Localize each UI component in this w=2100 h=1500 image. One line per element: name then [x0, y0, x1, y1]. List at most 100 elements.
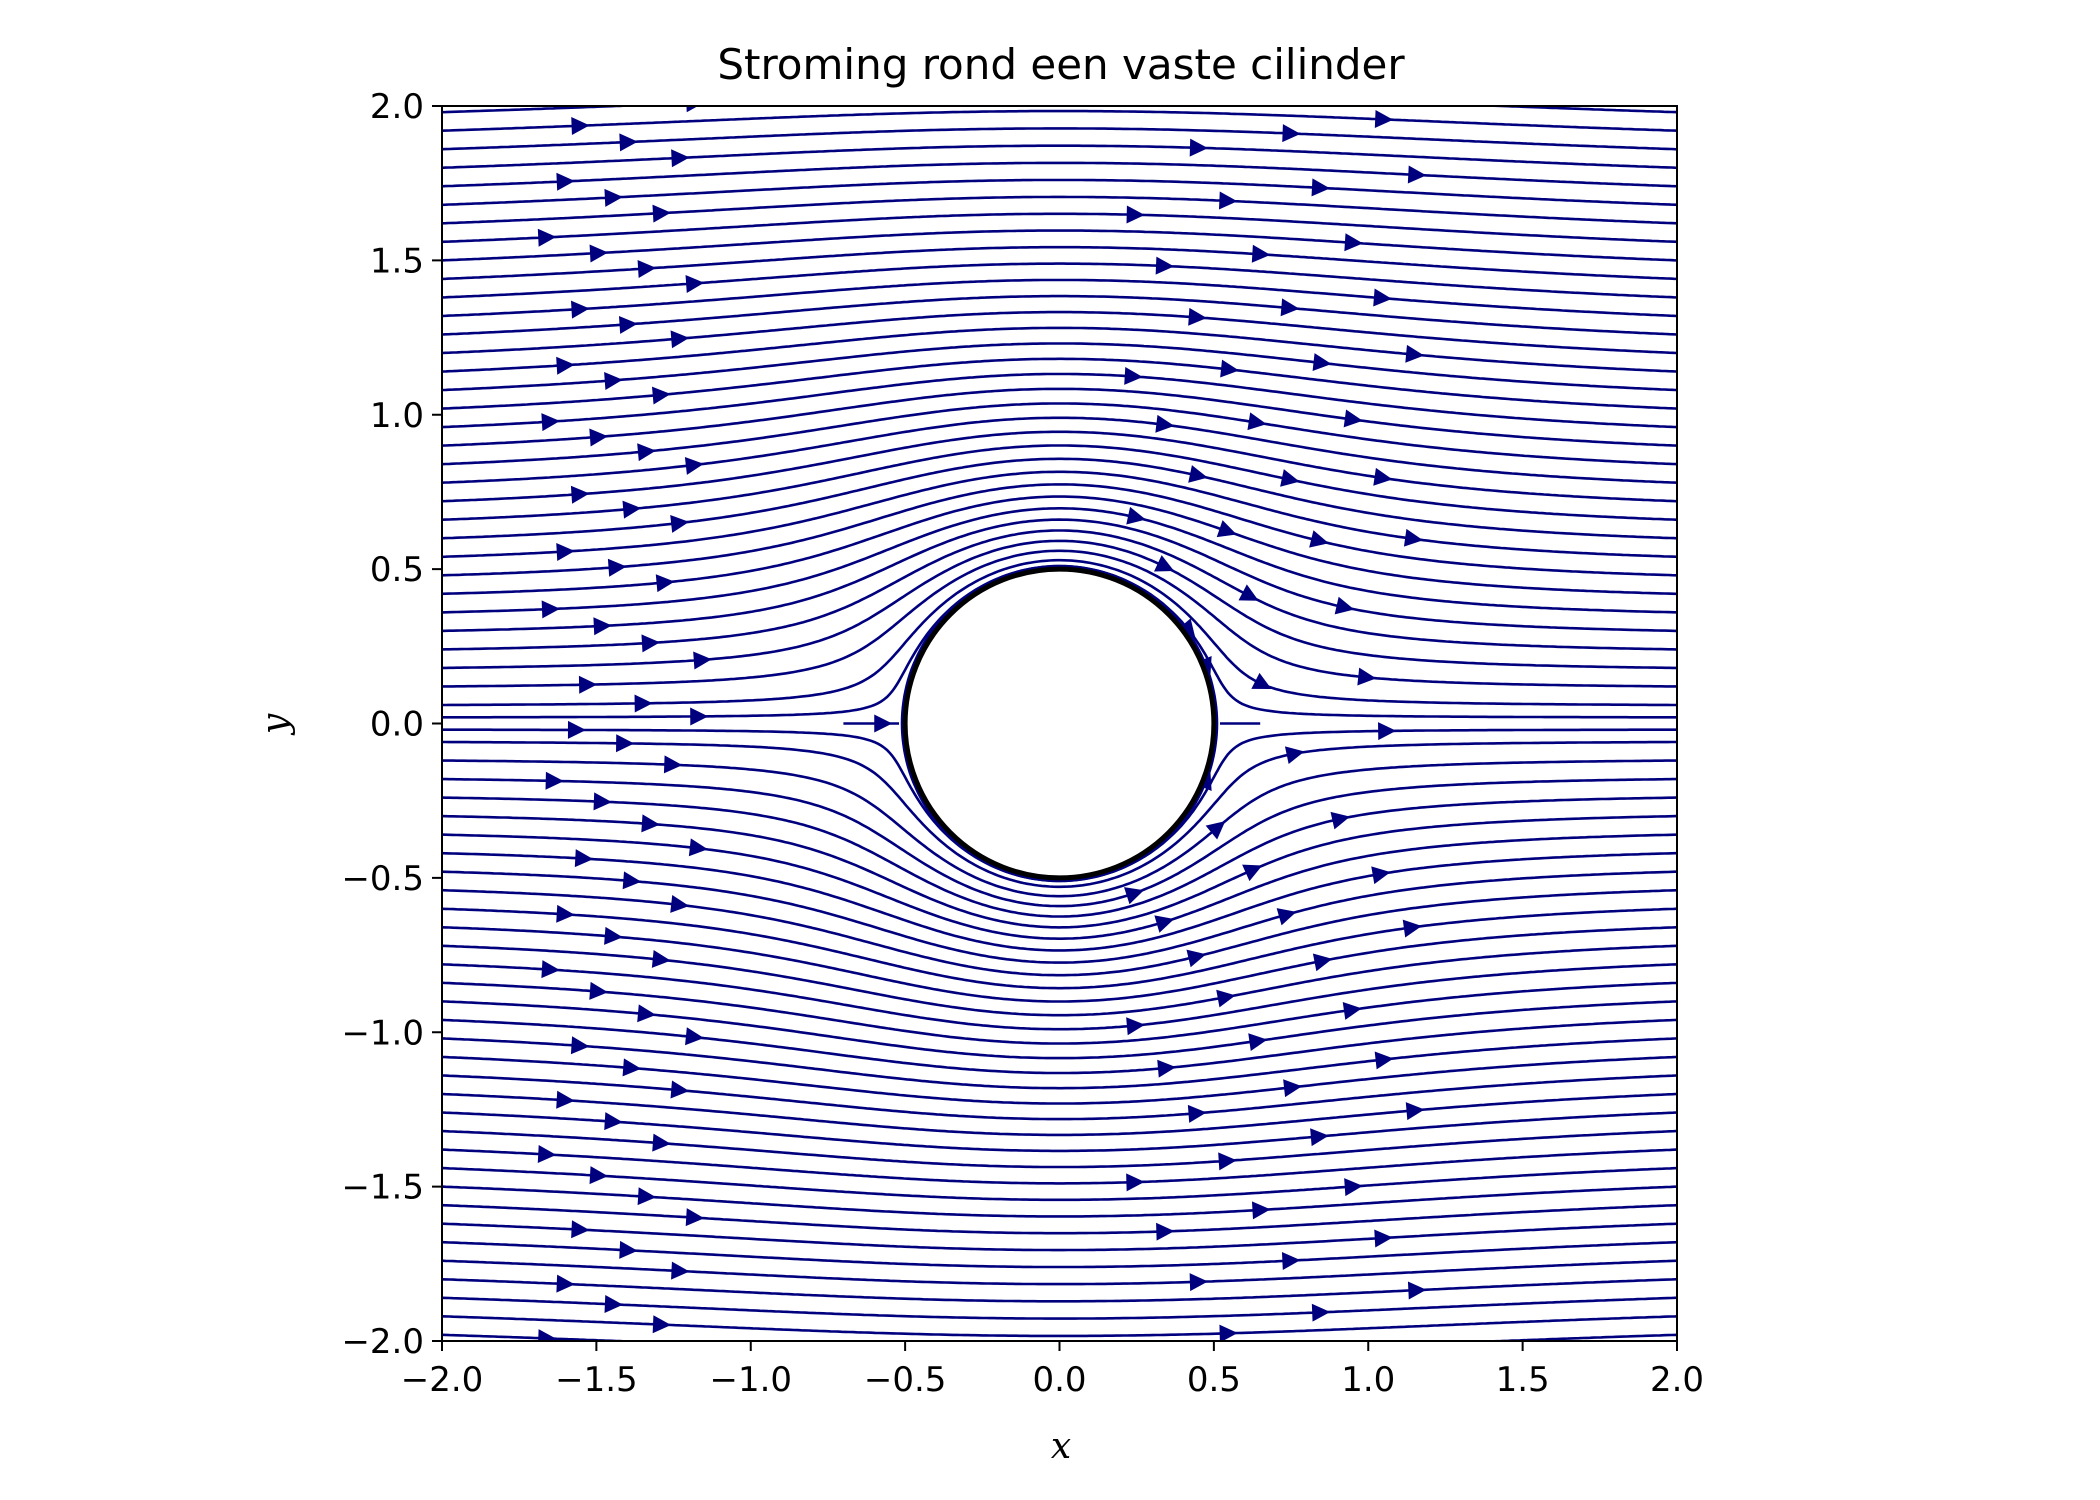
streamline-arrow — [651, 949, 671, 968]
chart-title: Stroming rond een vaste cilinder — [717, 40, 1405, 89]
streamline-arrow — [622, 871, 642, 890]
streamline-arrow — [1405, 344, 1425, 363]
streamline-arrow — [1155, 414, 1175, 433]
streamline-arrow — [570, 485, 590, 504]
x-tick-label: −1.5 — [555, 1360, 638, 1400]
streamline — [442, 1296, 1677, 1320]
x-tick-label: 0.5 — [1187, 1360, 1241, 1400]
streamline-arrow — [1407, 165, 1427, 184]
streamline-arrow — [1188, 465, 1208, 483]
streamline-arrow — [641, 634, 660, 653]
streamline — [442, 372, 1677, 429]
streamline-arrow — [670, 330, 690, 349]
streamline-arrow — [1312, 353, 1332, 372]
streamline-arrow — [1216, 989, 1236, 1008]
streamline-arrow — [637, 443, 656, 462]
streamline-arrow — [1402, 919, 1422, 938]
streamline-arrow — [1374, 1051, 1394, 1070]
streamline-arrow — [1357, 667, 1377, 686]
x-tick-label: 1.5 — [1496, 1360, 1550, 1400]
streamline-arrow — [652, 204, 671, 223]
streamline-arrow — [1189, 1273, 1208, 1292]
x-axis-label: x — [1051, 1426, 1071, 1467]
streamline — [442, 963, 1677, 1031]
streamline — [442, 888, 1677, 977]
streamline-arrow — [1280, 298, 1300, 317]
streamline-arrow — [604, 372, 623, 390]
x-axis-ticks: −2.0 −1.5 −1.0 −0.5 0.0 0.5 1.0 1.5 2.0 — [401, 1341, 1704, 1400]
streamline-arrow — [1311, 178, 1330, 197]
streamline-arrow — [556, 543, 575, 561]
streamline — [442, 1074, 1677, 1121]
streamline-arrow — [556, 172, 575, 191]
streamline-arrow — [556, 1274, 575, 1293]
streamline-arrow — [556, 1090, 575, 1109]
streamline-arrow — [686, 106, 699, 113]
streamline-arrow — [1344, 233, 1363, 252]
streamline — [442, 310, 1677, 355]
streamline-arrow — [1344, 1178, 1363, 1197]
x-tick-label: −1.0 — [709, 1360, 792, 1400]
streamline-arrow — [1251, 672, 1272, 690]
streamline-arrow — [604, 1294, 623, 1313]
streamline-arrow — [604, 1112, 623, 1131]
y-tick-label: 1.5 — [370, 241, 424, 281]
streamline-arrow — [545, 771, 564, 790]
streamline-arrow — [1126, 205, 1145, 224]
streamline — [442, 1166, 1677, 1202]
streamline-arrow — [1371, 866, 1391, 885]
streamline — [442, 278, 1677, 318]
streamline — [442, 981, 1677, 1045]
y-tick-label: 2.0 — [370, 87, 424, 127]
streamline-arrow — [1124, 366, 1143, 385]
streamline-arrow — [1218, 191, 1238, 210]
streamline-arrow — [670, 895, 690, 913]
x-tick-label: 0.0 — [1032, 1360, 1086, 1400]
streamline — [442, 144, 1677, 170]
streamline-arrow — [578, 675, 598, 694]
streamline — [442, 759, 1677, 898]
streamline — [442, 518, 1677, 633]
streamline — [442, 416, 1677, 484]
streamline-arrow — [1403, 528, 1424, 547]
streamline-arrow — [670, 1080, 690, 1099]
streamline-arrow — [1155, 256, 1174, 275]
streamline — [442, 212, 1677, 244]
streamline — [442, 507, 1677, 614]
streamline — [442, 1037, 1677, 1090]
streamline-arrow — [1126, 1173, 1145, 1192]
streamline-arrow — [688, 838, 708, 857]
streamline — [442, 1203, 1677, 1235]
streamline-arrow — [619, 1240, 638, 1259]
streamline-arrow — [1205, 821, 1226, 840]
streamline-arrow — [1124, 887, 1144, 905]
streamline — [442, 925, 1677, 1003]
streamline — [442, 796, 1677, 918]
streamline-arrows-group — [537, 106, 1427, 1341]
streamline — [442, 326, 1677, 373]
streamline — [442, 1222, 1677, 1252]
x-tick-label: −0.5 — [864, 1360, 947, 1400]
streamline — [442, 549, 1677, 688]
streamline-arrow — [1374, 1229, 1393, 1248]
streamline-arrow — [1154, 915, 1175, 933]
streamline-arrow — [693, 651, 712, 670]
streamline-arrow — [1157, 1059, 1176, 1078]
streamline-arrow — [1154, 555, 1175, 572]
streamline-arrow — [1378, 722, 1397, 741]
x-tick-label: −2.0 — [401, 1360, 484, 1400]
streamline — [442, 870, 1677, 964]
streamline-arrow — [537, 1144, 557, 1163]
streamline-arrow — [874, 714, 893, 733]
y-tick-label: −0.5 — [341, 859, 424, 899]
streamline-arrow — [571, 1220, 590, 1239]
streamline — [442, 1148, 1677, 1185]
streamline — [442, 1259, 1677, 1286]
streamline — [442, 1111, 1677, 1153]
streamline — [442, 1055, 1677, 1105]
streamline-arrow — [1238, 584, 1259, 601]
streamline-arrow — [589, 244, 609, 263]
y-axis-ticks: 2.0 1.5 1.0 0.5 0.0 −0.5 −1.0 −1.5 −2.0 — [341, 87, 442, 1362]
streamline — [442, 833, 1677, 940]
